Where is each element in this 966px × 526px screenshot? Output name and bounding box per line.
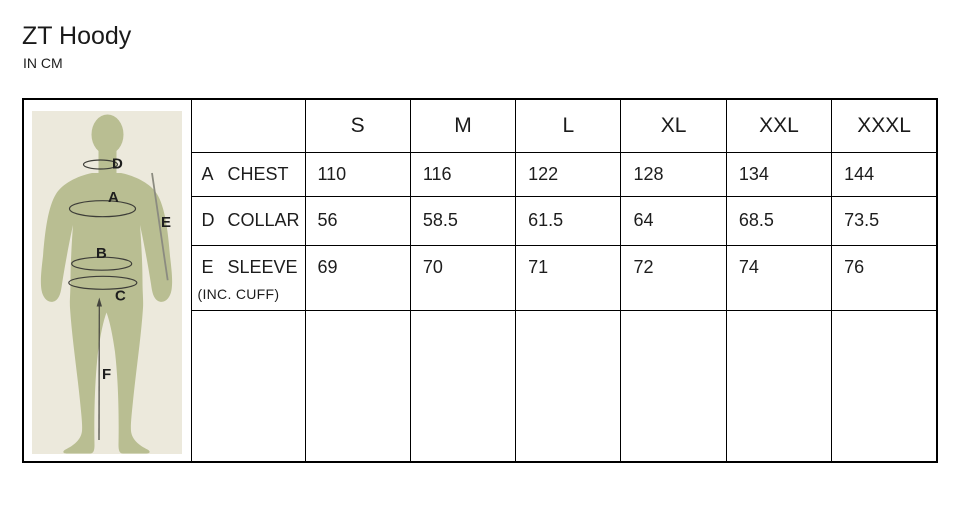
chest-value-xxxl: 144 xyxy=(831,151,938,197)
inseam-arrow-icon xyxy=(96,297,102,307)
figure-label-chest: A xyxy=(108,189,119,206)
measure-name-chest: CHEST xyxy=(227,163,289,184)
sleeve-value-m: 70 xyxy=(409,244,517,311)
chest-value-xl: 128 xyxy=(620,151,727,197)
empty-cell xyxy=(515,309,622,463)
measure-key-sleeve: E xyxy=(201,256,214,277)
table-row-sleeve: E SLEEVE (INC. CUFF) 69 70 71 72 74 76 xyxy=(23,244,938,311)
collar-value-l: 61.5 xyxy=(515,195,622,246)
column-header-xl: XL xyxy=(620,98,727,153)
column-header-xxxl: XXXL xyxy=(831,98,938,153)
empty-label-cell xyxy=(190,309,306,463)
sleeve-value-xxxl: 76 xyxy=(831,244,938,311)
measure-key-collar: D xyxy=(201,210,215,230)
empty-cell xyxy=(620,309,727,463)
empty-cell xyxy=(725,309,833,463)
collar-value-xxxl: 73.5 xyxy=(831,195,938,246)
measure-key-chest: A xyxy=(201,163,214,184)
collar-ellipse xyxy=(82,159,119,170)
sleeve-value-xl: 72 xyxy=(620,244,727,311)
collar-value-xxl: 68.5 xyxy=(725,195,833,246)
chest-value-l: 122 xyxy=(515,151,622,197)
measure-name-collar: COLLAR xyxy=(227,210,300,230)
size-chart-table: D A E B C F S M L XL XXL XXXL A CHEST 110… xyxy=(22,98,938,463)
row-label-chest: A CHEST xyxy=(190,151,306,197)
waist-ellipse xyxy=(71,256,133,271)
figure-label-inseam: F xyxy=(102,366,111,383)
figure-cell: D A E B C F xyxy=(22,98,192,463)
sleeve-value-l: 71 xyxy=(515,244,622,311)
collar-value-xl: 64 xyxy=(620,195,727,246)
figure-head xyxy=(91,114,124,155)
column-header-s: S xyxy=(304,98,411,153)
column-header-xxl: XXL xyxy=(725,98,833,153)
header-row: D A E B C F S M L XL XXL XXXL xyxy=(22,98,938,463)
sleeve-note: (INC. CUFF) xyxy=(197,285,280,302)
figure-label-collar: D xyxy=(112,156,123,173)
figure-label-sleeve: E xyxy=(161,214,171,231)
table-row-chest: A CHEST 110 116 122 128 134 144 xyxy=(23,151,938,197)
empty-cell xyxy=(831,309,938,463)
unit-label: IN CM xyxy=(23,55,63,71)
chest-value-m: 116 xyxy=(409,151,517,197)
figure-body xyxy=(40,173,173,454)
empty-cell xyxy=(304,309,411,463)
chest-value-xxl: 134 xyxy=(725,151,833,197)
sleeve-measure-line xyxy=(151,172,169,281)
collar-value-s: 56 xyxy=(304,195,411,246)
chest-value-s: 110 xyxy=(304,151,411,197)
row-label-collar: D COLLAR xyxy=(190,195,306,246)
measure-name-sleeve: SLEEVE xyxy=(227,256,298,277)
column-header-l: L xyxy=(515,98,622,153)
empty-cell xyxy=(409,309,517,463)
figure-label-waist: B xyxy=(96,245,107,262)
figure-label-hip: C xyxy=(115,288,126,305)
column-header-m: M xyxy=(409,98,517,153)
sleeve-value-s: 69 xyxy=(304,244,411,311)
header-label-cell xyxy=(190,98,306,153)
collar-value-m: 58.5 xyxy=(409,195,517,246)
page-title: ZT Hoody xyxy=(22,22,132,50)
hip-ellipse xyxy=(68,275,138,290)
sleeve-value-xxl: 74 xyxy=(725,244,833,311)
row-label-sleeve: E SLEEVE (INC. CUFF) xyxy=(190,244,306,311)
table-row-empty xyxy=(23,309,938,463)
body-measurement-figure: D A E B C F xyxy=(32,111,182,454)
chest-ellipse xyxy=(68,200,137,218)
